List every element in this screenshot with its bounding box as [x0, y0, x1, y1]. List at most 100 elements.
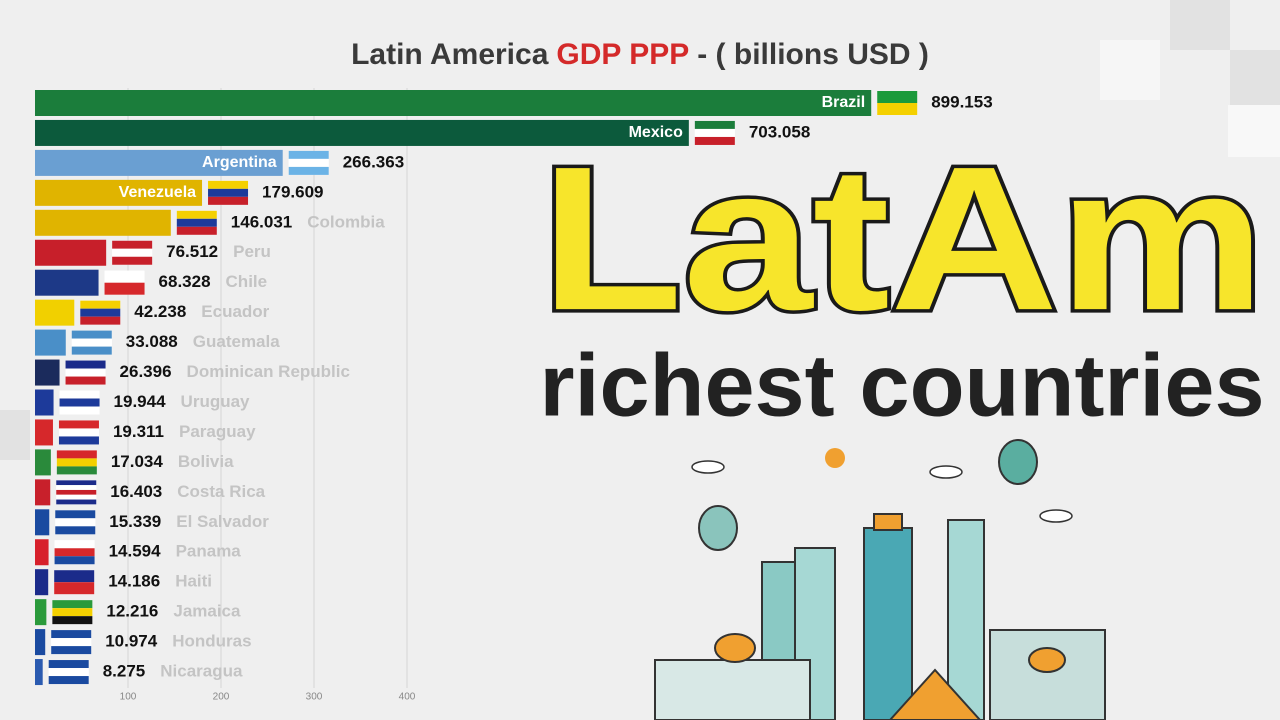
- value-label: 266.363: [343, 152, 404, 171]
- flag-stripe: [71, 346, 112, 355]
- background-tiles: [0, 0, 1280, 460]
- value-label: 703.058: [749, 122, 810, 141]
- flag-stripe: [55, 510, 96, 519]
- dome: [714, 633, 756, 663]
- value-label: 14.594: [109, 542, 162, 561]
- flag-stripe: [176, 218, 217, 227]
- subheadline: richest countries: [540, 335, 1265, 434]
- flag-stripe: [288, 166, 329, 175]
- category-label: Peru: [233, 242, 271, 261]
- flag-stripe: [56, 485, 97, 490]
- skyline-illustration: [654, 439, 1106, 720]
- flag-stripe: [56, 489, 97, 495]
- value-label: 146.031: [231, 212, 292, 231]
- category-label: Colombia: [307, 212, 385, 231]
- category-label: Nicaragua: [160, 662, 243, 681]
- category-label: Uruguay: [181, 392, 251, 411]
- tower-top: [873, 513, 903, 531]
- flag-stripe: [80, 308, 121, 317]
- tile: [1100, 40, 1160, 100]
- flag-stripe: [65, 368, 106, 377]
- flag-stripe: [112, 248, 153, 257]
- bar: [35, 359, 60, 386]
- x-tick-label: 400: [399, 692, 416, 703]
- flag-stripe: [71, 338, 112, 347]
- category-label: Haiti: [175, 572, 212, 591]
- flag-stripe: [58, 428, 99, 437]
- x-tick-label: 100: [120, 692, 137, 703]
- flag-stripe: [56, 480, 97, 486]
- bar: [35, 659, 43, 686]
- building: [947, 519, 985, 720]
- bar: [35, 299, 75, 326]
- flag-stripe: [59, 406, 100, 415]
- flag-stripe: [58, 420, 99, 429]
- value-label: 12.216: [106, 602, 158, 621]
- flag-stripe: [51, 630, 92, 639]
- flag-stripe: [71, 330, 112, 339]
- bar: [35, 269, 99, 296]
- bar: [35, 119, 689, 146]
- balloon: [998, 439, 1038, 485]
- bar: [35, 479, 51, 506]
- tile: [0, 410, 30, 460]
- category-label: Panama: [176, 542, 242, 561]
- bar: [35, 539, 49, 566]
- flag-stripe: [80, 300, 121, 309]
- bar: [35, 239, 107, 266]
- category-label: Dominican Republic: [187, 362, 350, 381]
- value-label: 899.153: [931, 92, 992, 111]
- cloud: [1039, 509, 1073, 523]
- flag-stripe: [59, 398, 100, 407]
- flag-stripe: [56, 450, 97, 459]
- flag-stripe: [48, 676, 89, 685]
- category-label: Venezuela: [119, 184, 196, 201]
- flag-stripe: [65, 360, 106, 369]
- flag-stripe: [56, 458, 97, 467]
- value-label: 8.275: [103, 662, 146, 681]
- flag-stripe: [54, 540, 95, 549]
- flag-stripe: [59, 390, 100, 399]
- category-label: Brazil: [822, 94, 866, 111]
- bar: [35, 90, 872, 116]
- balloon: [698, 505, 738, 551]
- value-label: 68.328: [159, 272, 211, 291]
- value-label: 10.974: [105, 632, 158, 651]
- category-label: Jamaica: [173, 602, 241, 621]
- flag-stripe: [55, 518, 96, 527]
- flag-stripe: [51, 638, 92, 647]
- flag-stripe: [176, 226, 217, 235]
- flag-stripe: [208, 188, 249, 197]
- tile: [1230, 50, 1280, 105]
- flag-stripe: [52, 608, 93, 617]
- value-label: 17.034: [111, 452, 164, 471]
- category-label: Paraguay: [179, 422, 256, 441]
- tile: [1228, 105, 1280, 157]
- flag-stripe: [80, 316, 121, 325]
- dome: [1028, 647, 1066, 673]
- headline: LatAm: [541, 124, 1266, 353]
- category-label: Bolivia: [178, 452, 234, 471]
- flag-stripe: [208, 180, 249, 189]
- pyramid: [888, 668, 982, 720]
- value-label: 42.238: [134, 302, 186, 321]
- bar: [35, 149, 283, 176]
- tile: [1170, 0, 1230, 50]
- cloud: [929, 465, 963, 479]
- tower: [863, 527, 913, 720]
- flag-stripe: [56, 466, 97, 475]
- bars: 899.153 Brazil 703.058 Mexico 266.363 Argenti…: [35, 90, 993, 686]
- category-label: Mexico: [629, 124, 683, 141]
- category-label: El Salvador: [176, 512, 269, 531]
- value-label: 19.944: [114, 392, 167, 411]
- palace: [654, 659, 811, 720]
- value-label: 76.512: [166, 242, 218, 261]
- flag-stripe: [56, 499, 97, 505]
- value-label: 15.339: [109, 512, 161, 531]
- flag-stripe: [56, 494, 97, 500]
- bar: [35, 629, 46, 656]
- flag-stripe: [694, 120, 735, 129]
- chart-title: Latin America GDP PPP - ( billions USD ): [351, 38, 929, 71]
- category-label: Argentina: [202, 154, 277, 171]
